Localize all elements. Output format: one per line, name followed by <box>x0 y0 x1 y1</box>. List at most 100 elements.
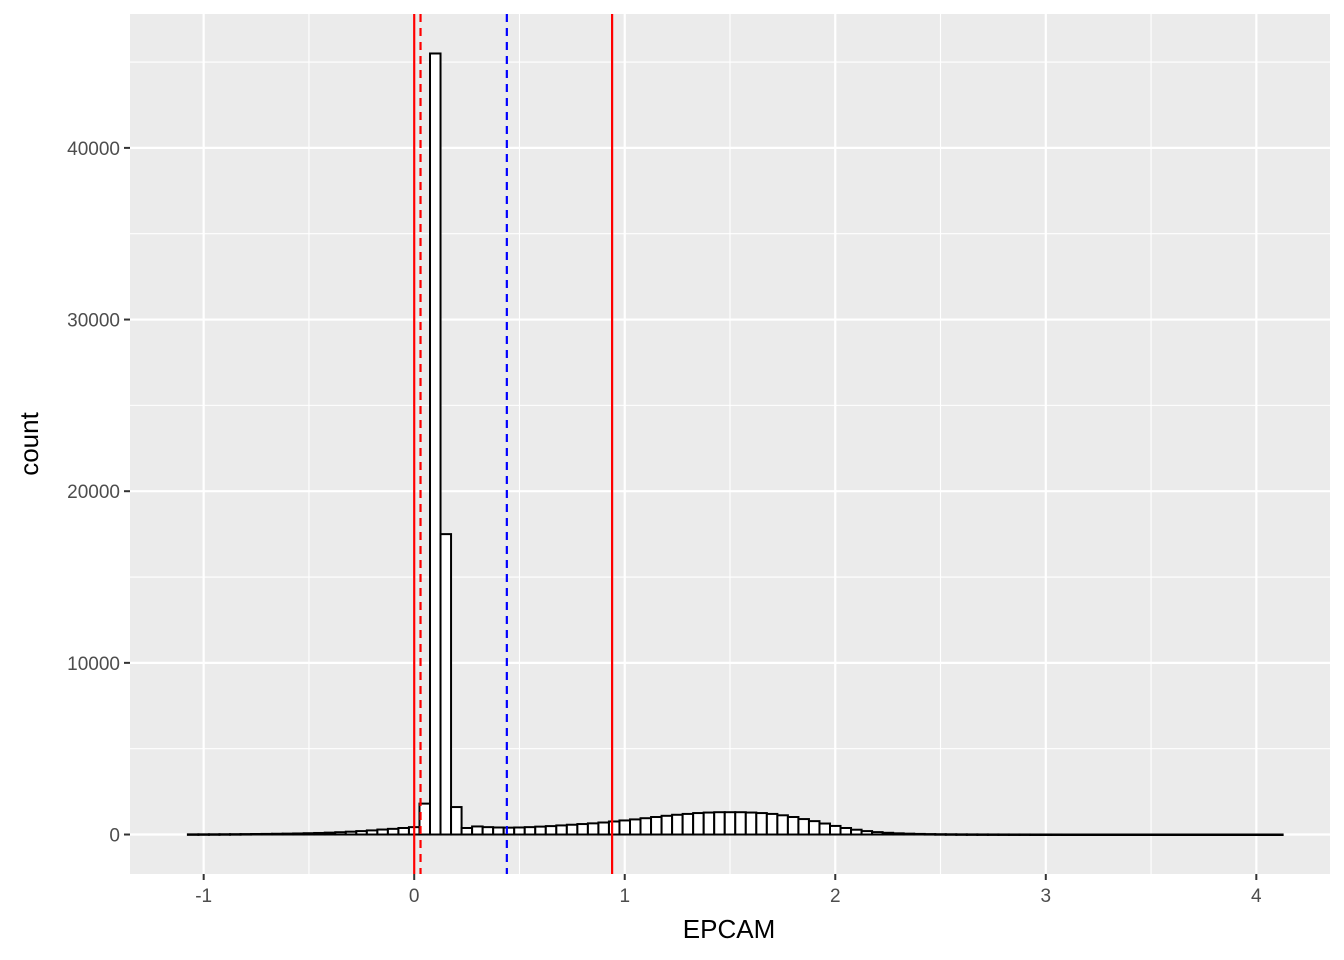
histogram-bar <box>797 818 810 836</box>
histogram-bar <box>313 831 326 836</box>
histogram-bar <box>229 833 242 836</box>
histogram-bar <box>239 833 253 836</box>
histogram-bar <box>923 833 937 836</box>
histogram-bar <box>365 829 379 836</box>
histogram-bar <box>534 825 547 836</box>
histogram-bar <box>944 833 958 836</box>
histogram-bar <box>881 831 895 836</box>
histogram-bar <box>955 833 968 836</box>
histogram-bar <box>892 832 905 836</box>
histogram-bar <box>965 833 979 836</box>
histogram-bar <box>1102 833 1116 837</box>
histogram-bar <box>713 811 726 836</box>
histogram-bar <box>555 824 568 836</box>
histogram-bar <box>1050 833 1063 836</box>
histogram-bar <box>692 812 705 836</box>
histogram-bar <box>639 817 653 836</box>
x-axis-title: EPCAM <box>683 914 775 944</box>
histogram-bar <box>302 832 316 836</box>
histogram-bar <box>481 826 495 836</box>
y-tick-label: 0 <box>109 826 120 847</box>
histogram-bar <box>250 833 263 836</box>
histogram-bar <box>1176 833 1189 837</box>
histogram-bar <box>850 828 863 836</box>
y-tick-label: 10000 <box>67 654 120 675</box>
histogram-bar <box>460 826 474 836</box>
histogram-bar <box>502 826 516 836</box>
histogram-bar <box>986 833 1000 836</box>
histogram-bar <box>1123 833 1137 837</box>
histogram-bar <box>913 832 926 836</box>
histogram-bar <box>1239 833 1253 837</box>
histogram-bar <box>1113 833 1126 837</box>
histogram-bar <box>260 832 274 836</box>
histogram-bar <box>386 827 400 836</box>
histogram-bar <box>355 830 368 836</box>
histogram-bar <box>197 833 210 836</box>
histogram-bar <box>1218 833 1231 837</box>
y-axis-title: count <box>14 411 44 475</box>
histogram-bar <box>807 820 821 836</box>
histogram-bar <box>471 825 484 836</box>
histogram-bar <box>671 813 684 836</box>
histogram-bar <box>523 826 537 836</box>
histogram-bar <box>860 830 874 836</box>
y-tick-label: 30000 <box>67 311 120 332</box>
histogram-bar <box>818 822 832 836</box>
histogram-bar <box>660 814 674 836</box>
histogram-bar <box>450 806 463 836</box>
histogram-bar <box>586 822 600 836</box>
histogram-bar <box>1071 833 1084 837</box>
histogram-bar <box>1250 833 1263 837</box>
histogram-bar <box>1186 833 1200 837</box>
histogram-bar <box>829 824 842 836</box>
histogram-bar <box>1018 833 1032 836</box>
histogram-bar <box>1271 833 1284 837</box>
histogram-bar <box>323 831 337 836</box>
histogram-bar <box>344 830 358 836</box>
histogram-bar <box>544 825 558 836</box>
histogram-bar <box>271 832 284 836</box>
histogram-bar <box>1081 833 1095 837</box>
x-tick-label: 2 <box>830 886 841 907</box>
histogram-bar <box>1134 833 1147 837</box>
histogram-bar <box>902 832 916 836</box>
histogram-bar <box>397 826 410 836</box>
histogram-bar <box>1007 833 1021 836</box>
histogram-bar <box>376 828 389 836</box>
histogram-bar <box>650 816 663 836</box>
x-tick-label: 0 <box>409 886 420 907</box>
histogram-bar <box>1197 833 1210 837</box>
histogram-bar <box>871 831 884 836</box>
histogram-bar <box>186 833 200 836</box>
histogram-bar <box>1060 833 1074 837</box>
histogram-bar <box>976 833 989 836</box>
major-gridlines <box>130 14 1330 874</box>
histogram-bar <box>1165 833 1179 837</box>
x-tick-label: 3 <box>1041 886 1052 907</box>
histogram-bar <box>786 816 800 836</box>
histogram-bar <box>755 812 768 836</box>
histogram-bar <box>492 826 505 836</box>
x-tick-label: 4 <box>1251 886 1262 907</box>
histogram-bar <box>734 811 747 836</box>
histogram-bar <box>1092 833 1105 837</box>
histogram-bar <box>1260 833 1274 837</box>
axis-tick-labels: -1 0 1 2 3 4 0 10000 20000 30000 40000 <box>67 139 1262 907</box>
histogram-bar <box>1207 833 1221 837</box>
histogram-bar <box>565 823 579 836</box>
y-tick-label: 20000 <box>67 482 120 503</box>
axis-ticks <box>124 146 1258 880</box>
histogram-bar <box>934 833 947 836</box>
histogram-bar <box>839 826 853 836</box>
histogram-bar <box>439 533 453 836</box>
histogram-bar <box>1155 833 1168 837</box>
histogram-bar <box>744 811 758 836</box>
histogram-bar <box>281 832 295 836</box>
histogram-bar <box>776 814 789 836</box>
histogram-bar <box>218 833 231 836</box>
histogram-bars <box>186 52 1284 837</box>
histogram-bar <box>1229 833 1242 837</box>
histogram-bar <box>292 832 305 836</box>
